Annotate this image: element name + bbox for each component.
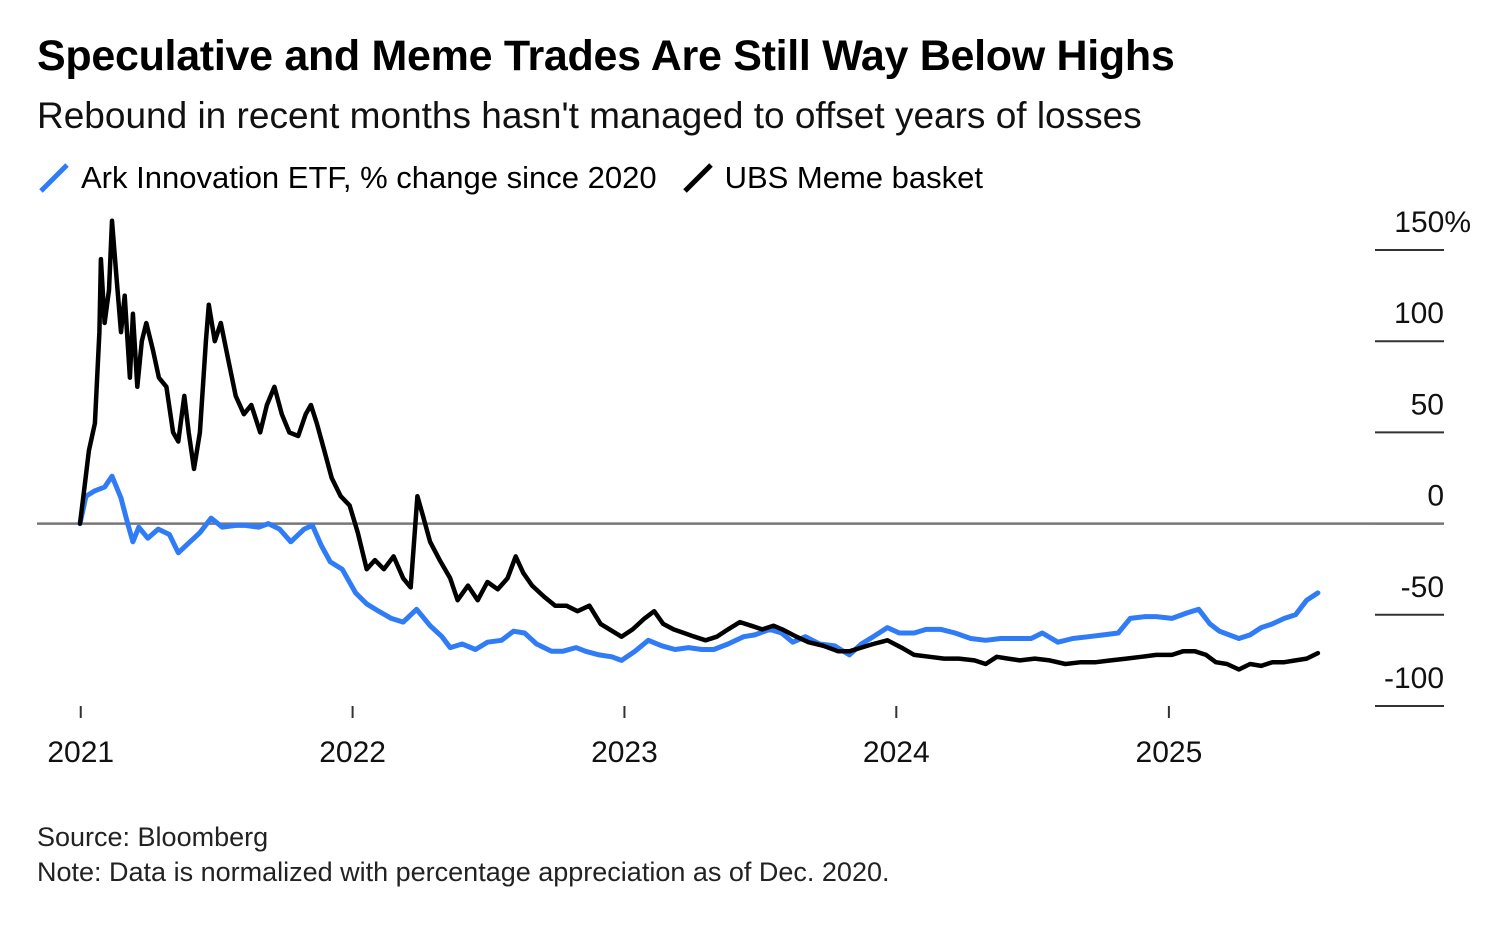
y-tick-label: 100 [1394, 297, 1444, 330]
chart-subtitle: Rebound in recent months hasn't managed … [37, 95, 1142, 136]
y-tick-label: -100 [1384, 662, 1444, 695]
series-line-ark-innovation [77, 473, 1321, 663]
legend-label-meme: UBS Meme basket [724, 160, 983, 195]
legend-swatch-meme [682, 163, 713, 193]
footnote: Note: Data is normalized with percentage… [37, 857, 890, 887]
x-tick-label: 2023 [591, 736, 658, 769]
x-tick-label: 2021 [47, 736, 114, 769]
y-tick-label: 150% [1394, 206, 1471, 239]
x-tick-label: 2025 [1136, 736, 1203, 769]
x-tick-label: 2022 [319, 736, 386, 769]
y-tick-label: 0 [1427, 480, 1444, 513]
y-tick-label: -50 [1401, 571, 1444, 604]
y-tick-label: 50 [1411, 388, 1444, 421]
x-tick-label: 2024 [863, 736, 930, 769]
legend-item-ark: Ark Innovation ETF, % change since 2020 [37, 160, 657, 196]
legend: Ark Innovation ETF, % change since 2020 … [37, 158, 1007, 198]
legend-item-meme: UBS Meme basket [681, 160, 983, 196]
legend-swatch-ark [39, 163, 69, 193]
legend-label-ark: Ark Innovation ETF, % change since 2020 [81, 160, 657, 195]
series-line-ubs-meme-basket [77, 218, 1321, 672]
chart-title: Speculative and Meme Trades Are Still Wa… [37, 32, 1175, 80]
source-note: Source: Bloomberg [37, 822, 269, 852]
